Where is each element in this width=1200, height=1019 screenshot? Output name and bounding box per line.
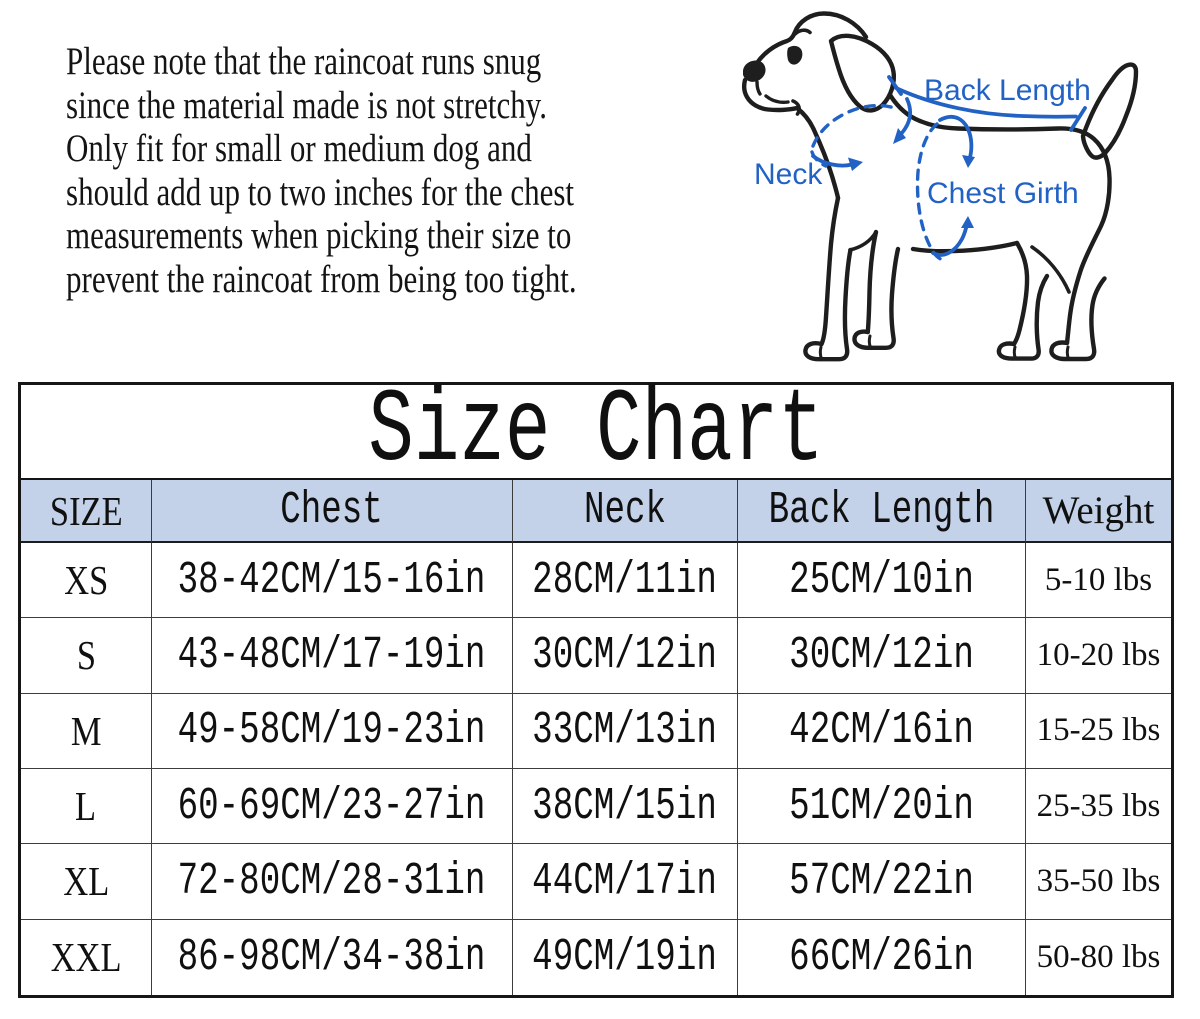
- back-length-start-tick: [887, 75, 903, 96]
- row-m-back-length: 42CM/16in: [738, 693, 1026, 769]
- column-header-neck: Neck: [513, 480, 738, 543]
- row-s-size: S: [21, 618, 152, 694]
- row-xl-chest: 72-80CM/28-31in: [152, 844, 513, 920]
- dog-belly-line: [910, 240, 1020, 254]
- dog-near-front-paw: [803, 247, 853, 362]
- dog-philtrum: [755, 80, 762, 96]
- column-header-size: SIZE: [21, 480, 152, 543]
- dog-smile-line: [764, 94, 790, 104]
- neck-down-arrowhead: [893, 128, 906, 144]
- dog-near-hind-paw: [1049, 276, 1107, 362]
- row-l-back-length: 51CM/20in: [738, 769, 1026, 845]
- back-length-label: Back Length: [924, 74, 1091, 107]
- row-l-size: L: [21, 769, 152, 845]
- row-s-neck: 30CM/12in: [513, 618, 738, 694]
- back-length-end-tick: [1069, 106, 1087, 132]
- dog-far-front-leg: [865, 229, 879, 335]
- row-xs-weight: 5-10 lbs: [1026, 543, 1171, 619]
- row-xxl-neck: 49CM/19in: [513, 919, 738, 995]
- neck-arrowhead: [848, 157, 863, 171]
- back-length-line: [894, 86, 1078, 119]
- row-m-neck: 33CM/13in: [513, 693, 738, 769]
- chest-bottom-arrowhead: [961, 216, 974, 228]
- row-l-weight: 25-35 lbs: [1026, 769, 1171, 845]
- row-l-chest: 60-69CM/23-27in: [152, 769, 513, 845]
- row-m-size: M: [21, 693, 152, 769]
- dog-back-outline: [917, 118, 1112, 346]
- row-m-chest: 49-58CM/19-23in: [152, 693, 513, 769]
- chest-bottom-arrow: [931, 222, 969, 257]
- dog-nose: [743, 60, 766, 82]
- size-chart-title-row: Size Chart: [21, 373, 1171, 491]
- dog-illustration: Back Length Neck Chest Girth: [741, 11, 1139, 362]
- dog-eye: [787, 45, 803, 65]
- row-s-chest: 43-48CM/17-19in: [152, 618, 513, 694]
- dog-near-front-leg: [819, 195, 841, 347]
- dog-thigh-line: [1030, 245, 1071, 294]
- dog-throat-chest: [794, 105, 841, 201]
- neck-ellipse-dashed: [811, 103, 899, 148]
- column-header-chest: Chest: [152, 480, 513, 543]
- row-xs-back-length: 25CM/10in: [738, 543, 1026, 619]
- row-xs-neck: 28CM/11in: [513, 543, 738, 619]
- raincoat-note-text: Please note that the raincoat runs snug …: [66, 40, 577, 301]
- row-xl-size: XL: [21, 844, 152, 920]
- chest-top-arrowhead: [962, 155, 975, 168]
- dog-tail: [1080, 62, 1139, 160]
- neck-label: Neck: [754, 158, 823, 191]
- dog-toe-lines: [818, 334, 1070, 361]
- row-xs-size: XS: [21, 543, 152, 619]
- dog-far-front-paw: [852, 246, 901, 350]
- dog-far-hind-paw: [996, 273, 1050, 361]
- chest-girth-label: Chest Girth: [927, 177, 1079, 210]
- size-chart-title: Size Chart: [368, 372, 824, 491]
- row-xxl-size: XXL: [21, 919, 152, 995]
- column-header-weight: Weight: [1026, 480, 1171, 543]
- row-xl-weight: 35-50 lbs: [1026, 844, 1171, 920]
- row-m-weight: 15-25 lbs: [1026, 694, 1171, 769]
- row-xl-back-length: 57CM/22in: [738, 844, 1026, 920]
- row-xs-chest: 38-42CM/15-16in: [152, 543, 513, 619]
- dog-muzzle-mouth: [741, 77, 800, 113]
- chest-top-arrow: [938, 115, 974, 161]
- dog-mouth-corner: [791, 99, 801, 116]
- dog-far-hind-leg: [1011, 240, 1030, 347]
- row-xxl-back-length: 66CM/26in: [738, 919, 1026, 995]
- dog-measurement-diagram: Back Length Neck Chest Girth: [700, 0, 1200, 380]
- row-xxl-weight: 50-80 lbs: [1036, 938, 1161, 975]
- dog-eyebrow: [793, 28, 812, 36]
- row-xxl-chest: 86-98CM/34-38in: [152, 919, 513, 995]
- neck-arrow: [811, 154, 854, 168]
- row-s-back-length: 30CM/12in: [738, 618, 1026, 694]
- dog-ear: [828, 33, 897, 113]
- row-xl-neck: 44CM/17in: [513, 844, 738, 920]
- neck-down-arrow: [899, 97, 913, 136]
- size-chart-table: Size Chart SIZE Chest Neck Back Length W…: [18, 373, 1174, 998]
- row-s-weight: 10-20 lbs: [1026, 618, 1171, 694]
- row-l-neck: 38CM/15in: [513, 769, 738, 845]
- column-header-back-length: Back Length: [738, 480, 1026, 543]
